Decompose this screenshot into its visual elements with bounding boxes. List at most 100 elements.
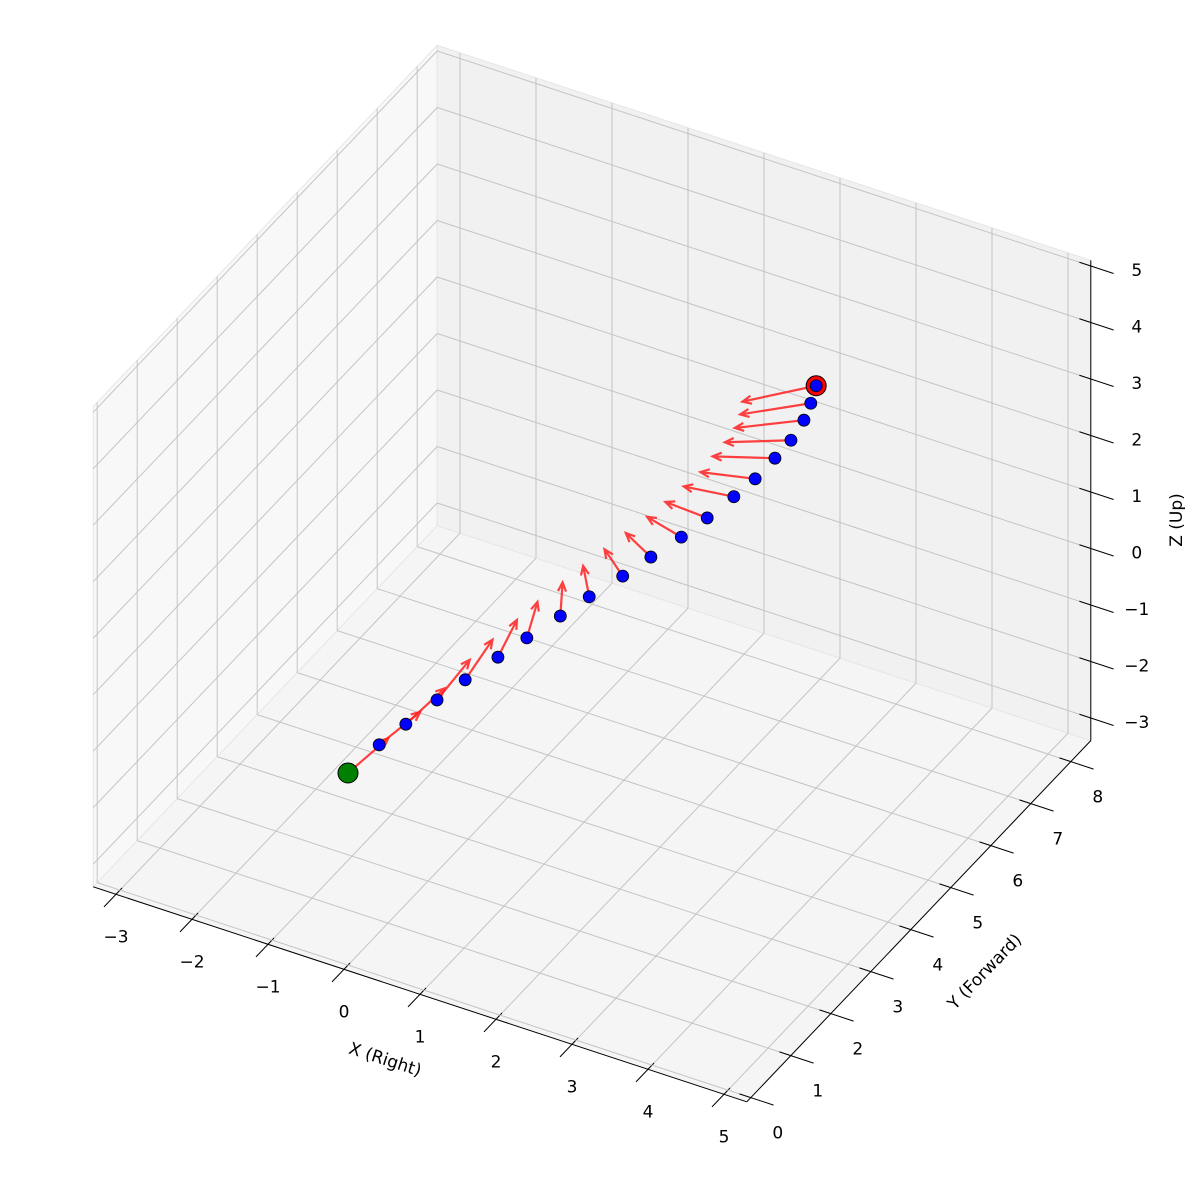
start-marker xyxy=(337,762,359,784)
z-tick-label: 0 xyxy=(1131,544,1142,564)
trajectory-point xyxy=(491,650,505,664)
grid-line xyxy=(437,50,1091,267)
z-tick xyxy=(1079,600,1114,613)
z-tick xyxy=(1079,713,1114,726)
grid-line xyxy=(92,502,438,865)
orientation-arrow xyxy=(732,419,805,432)
grid-line xyxy=(417,546,1071,763)
trajectory-point xyxy=(582,590,596,604)
x-tick-label: 1 xyxy=(415,1027,426,1047)
x-tick xyxy=(407,987,427,1008)
z-tick-label: 3 xyxy=(1131,374,1142,394)
y-tick xyxy=(1019,799,1054,812)
grid-line xyxy=(267,582,613,945)
grid-line xyxy=(723,732,1069,1095)
y-tick-label: 2 xyxy=(852,1040,863,1060)
x-tick-label: 3 xyxy=(567,1077,578,1097)
trajectory-point xyxy=(430,693,444,707)
grid-line xyxy=(92,276,438,639)
z-tick xyxy=(1079,261,1114,274)
x-tick-label: 2 xyxy=(491,1052,502,1072)
orientation-arrow xyxy=(697,468,756,480)
y-tick xyxy=(739,1093,774,1106)
grid-line xyxy=(92,163,438,526)
z-tick-label: 2 xyxy=(1131,431,1142,451)
trajectory-point xyxy=(727,490,741,504)
x-tick xyxy=(483,1012,503,1033)
orientation-arrow xyxy=(644,515,682,539)
grid-line xyxy=(571,682,917,1045)
y-tick xyxy=(899,925,934,938)
trajectory-point xyxy=(372,738,386,752)
orientation-arrow xyxy=(464,637,495,681)
orientation-arrow xyxy=(737,402,811,419)
grid-line xyxy=(419,632,765,995)
trajectory-point xyxy=(768,451,782,465)
grid-line xyxy=(92,333,438,696)
grid-line xyxy=(177,798,831,1015)
y-tick-label: 0 xyxy=(772,1124,783,1144)
y-tick xyxy=(939,883,974,896)
trajectory-point xyxy=(804,396,818,410)
grid-line xyxy=(97,882,751,1099)
x-tick-label: −1 xyxy=(255,977,280,997)
grid-line xyxy=(437,107,1091,323)
grid-line xyxy=(257,714,911,931)
grid-line xyxy=(437,389,1091,606)
trajectory-point xyxy=(748,472,762,486)
orientation-arrow xyxy=(662,500,708,519)
z-tick-label: 5 xyxy=(1131,261,1142,281)
y-tick-label: 7 xyxy=(1052,830,1063,850)
y-tick-label: 4 xyxy=(932,956,943,976)
x-tick xyxy=(559,1037,579,1058)
x-tick-label: 0 xyxy=(339,1002,350,1022)
y-tick xyxy=(1059,757,1094,770)
y-tick xyxy=(819,1009,854,1022)
y-tick xyxy=(979,841,1014,854)
x-axis-label: X (Right) xyxy=(346,1039,424,1081)
x-tick xyxy=(255,937,275,958)
orientation-arrow xyxy=(681,483,735,498)
grid-line xyxy=(437,220,1091,436)
z-tick-label: −2 xyxy=(1124,657,1149,677)
z-tick-label: −3 xyxy=(1124,713,1149,733)
z-tick xyxy=(1079,544,1114,557)
x-tick xyxy=(103,887,123,908)
grid-line xyxy=(437,502,1091,719)
x-tick xyxy=(331,962,351,983)
grid-line xyxy=(92,220,438,583)
y-tick-label: 1 xyxy=(812,1082,823,1102)
trajectory-point xyxy=(553,609,567,623)
grid-line xyxy=(191,557,537,920)
x-tick-label: −2 xyxy=(179,952,204,972)
z-tick xyxy=(1079,431,1114,444)
y-tick xyxy=(859,967,894,980)
grid-line xyxy=(92,50,438,413)
grid-line xyxy=(337,630,991,847)
grid-line xyxy=(437,163,1091,380)
y-axis-line xyxy=(746,740,1092,1103)
trajectory-point xyxy=(700,511,714,525)
y-tick xyxy=(779,1051,814,1064)
y-tick-label: 5 xyxy=(972,914,983,934)
x-axis-line xyxy=(93,886,747,1103)
y-tick-label: 6 xyxy=(1012,872,1023,892)
trajectory-point xyxy=(520,631,534,645)
z-tick xyxy=(1079,318,1114,331)
trajectory-point xyxy=(644,550,658,564)
orientation-arrow xyxy=(436,657,472,701)
grid-line xyxy=(92,389,438,752)
grid-line xyxy=(647,707,993,1070)
z-tick xyxy=(1079,374,1114,387)
z-tick xyxy=(1079,487,1114,500)
grid-line xyxy=(437,446,1091,662)
orientation-arrow xyxy=(739,384,817,405)
grid-line xyxy=(137,840,791,1057)
z-tick-label: 4 xyxy=(1131,318,1142,338)
x-tick-label: 4 xyxy=(643,1102,654,1122)
z-tick xyxy=(1079,657,1114,670)
orientation-arrow xyxy=(496,617,519,658)
trajectory-point xyxy=(399,717,413,731)
trajectory-point xyxy=(674,530,688,544)
z-tick-label: −1 xyxy=(1124,600,1149,620)
